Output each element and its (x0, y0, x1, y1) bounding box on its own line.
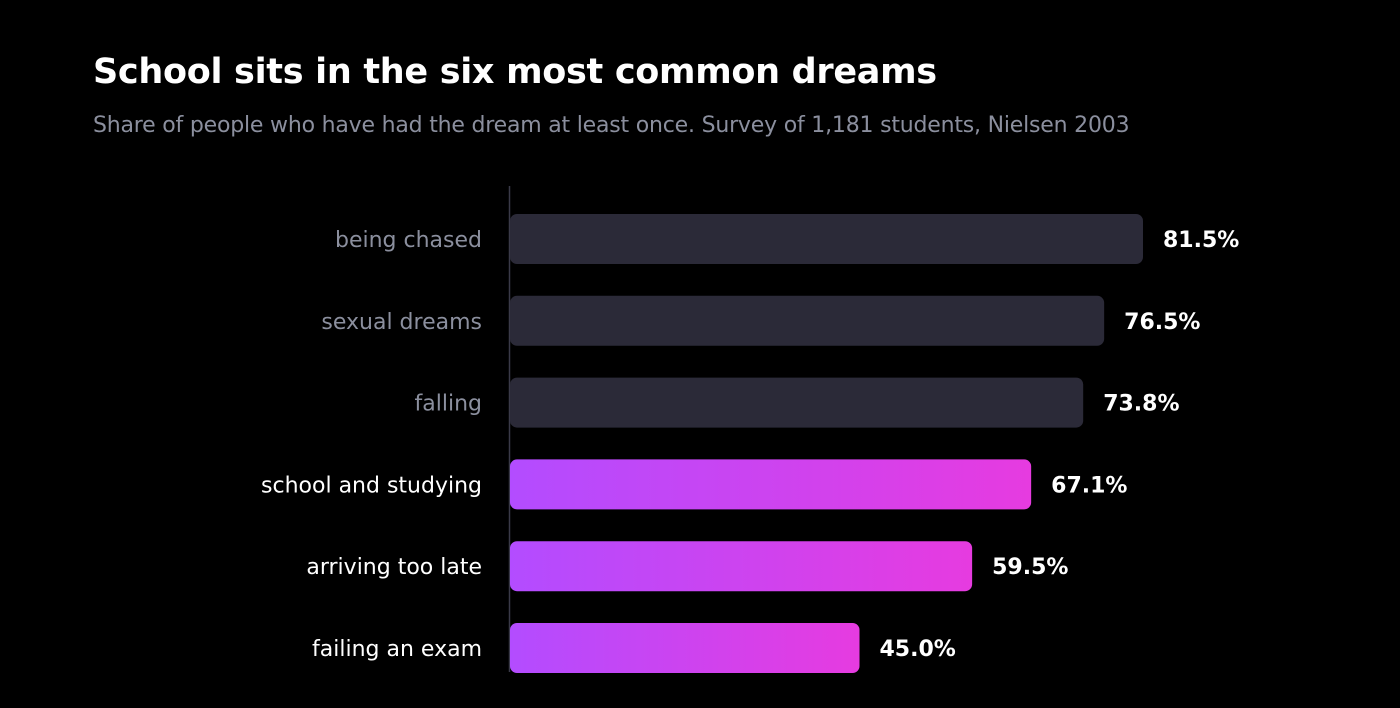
value-label-arriving-too-late: 59.5% (992, 555, 1068, 580)
bar-failing-an-exam (510, 623, 860, 673)
category-label-school-and-studying: school and studying (261, 473, 482, 498)
bar-being-chased (510, 214, 1143, 264)
value-label-sexual-dreams: 76.5% (1124, 310, 1200, 335)
bar-sexual-dreams (510, 295, 1105, 346)
value-label-being-chased: 81.5% (1163, 228, 1239, 253)
value-label-school-and-studying: 67.1% (1051, 473, 1127, 498)
bars-group (510, 214, 1143, 673)
value-labels-group: 81.5% 76.5% 73.8% 67.1% 59.5% 45.0% (880, 228, 1240, 662)
value-label-falling: 73.8% (1103, 392, 1179, 417)
category-label-falling: falling (415, 392, 482, 417)
chart-title: School sits in the six most common dream… (93, 52, 937, 92)
category-label-failing-an-exam: failing an exam (312, 637, 482, 662)
bar-school-and-studying (510, 459, 1032, 510)
category-label-arriving-too-late: arriving too late (306, 555, 482, 580)
bar-falling (510, 377, 1084, 428)
category-label-being-chased: being chased (335, 228, 482, 253)
bar-arriving-too-late (510, 541, 973, 592)
chart-subtitle: Share of people who have had the dream a… (93, 113, 1130, 138)
value-label-failing-an-exam: 45.0% (880, 637, 956, 662)
category-label-sexual-dreams: sexual dreams (321, 310, 482, 335)
category-labels-group: being chased sexual dreams falling school a… (261, 228, 482, 662)
